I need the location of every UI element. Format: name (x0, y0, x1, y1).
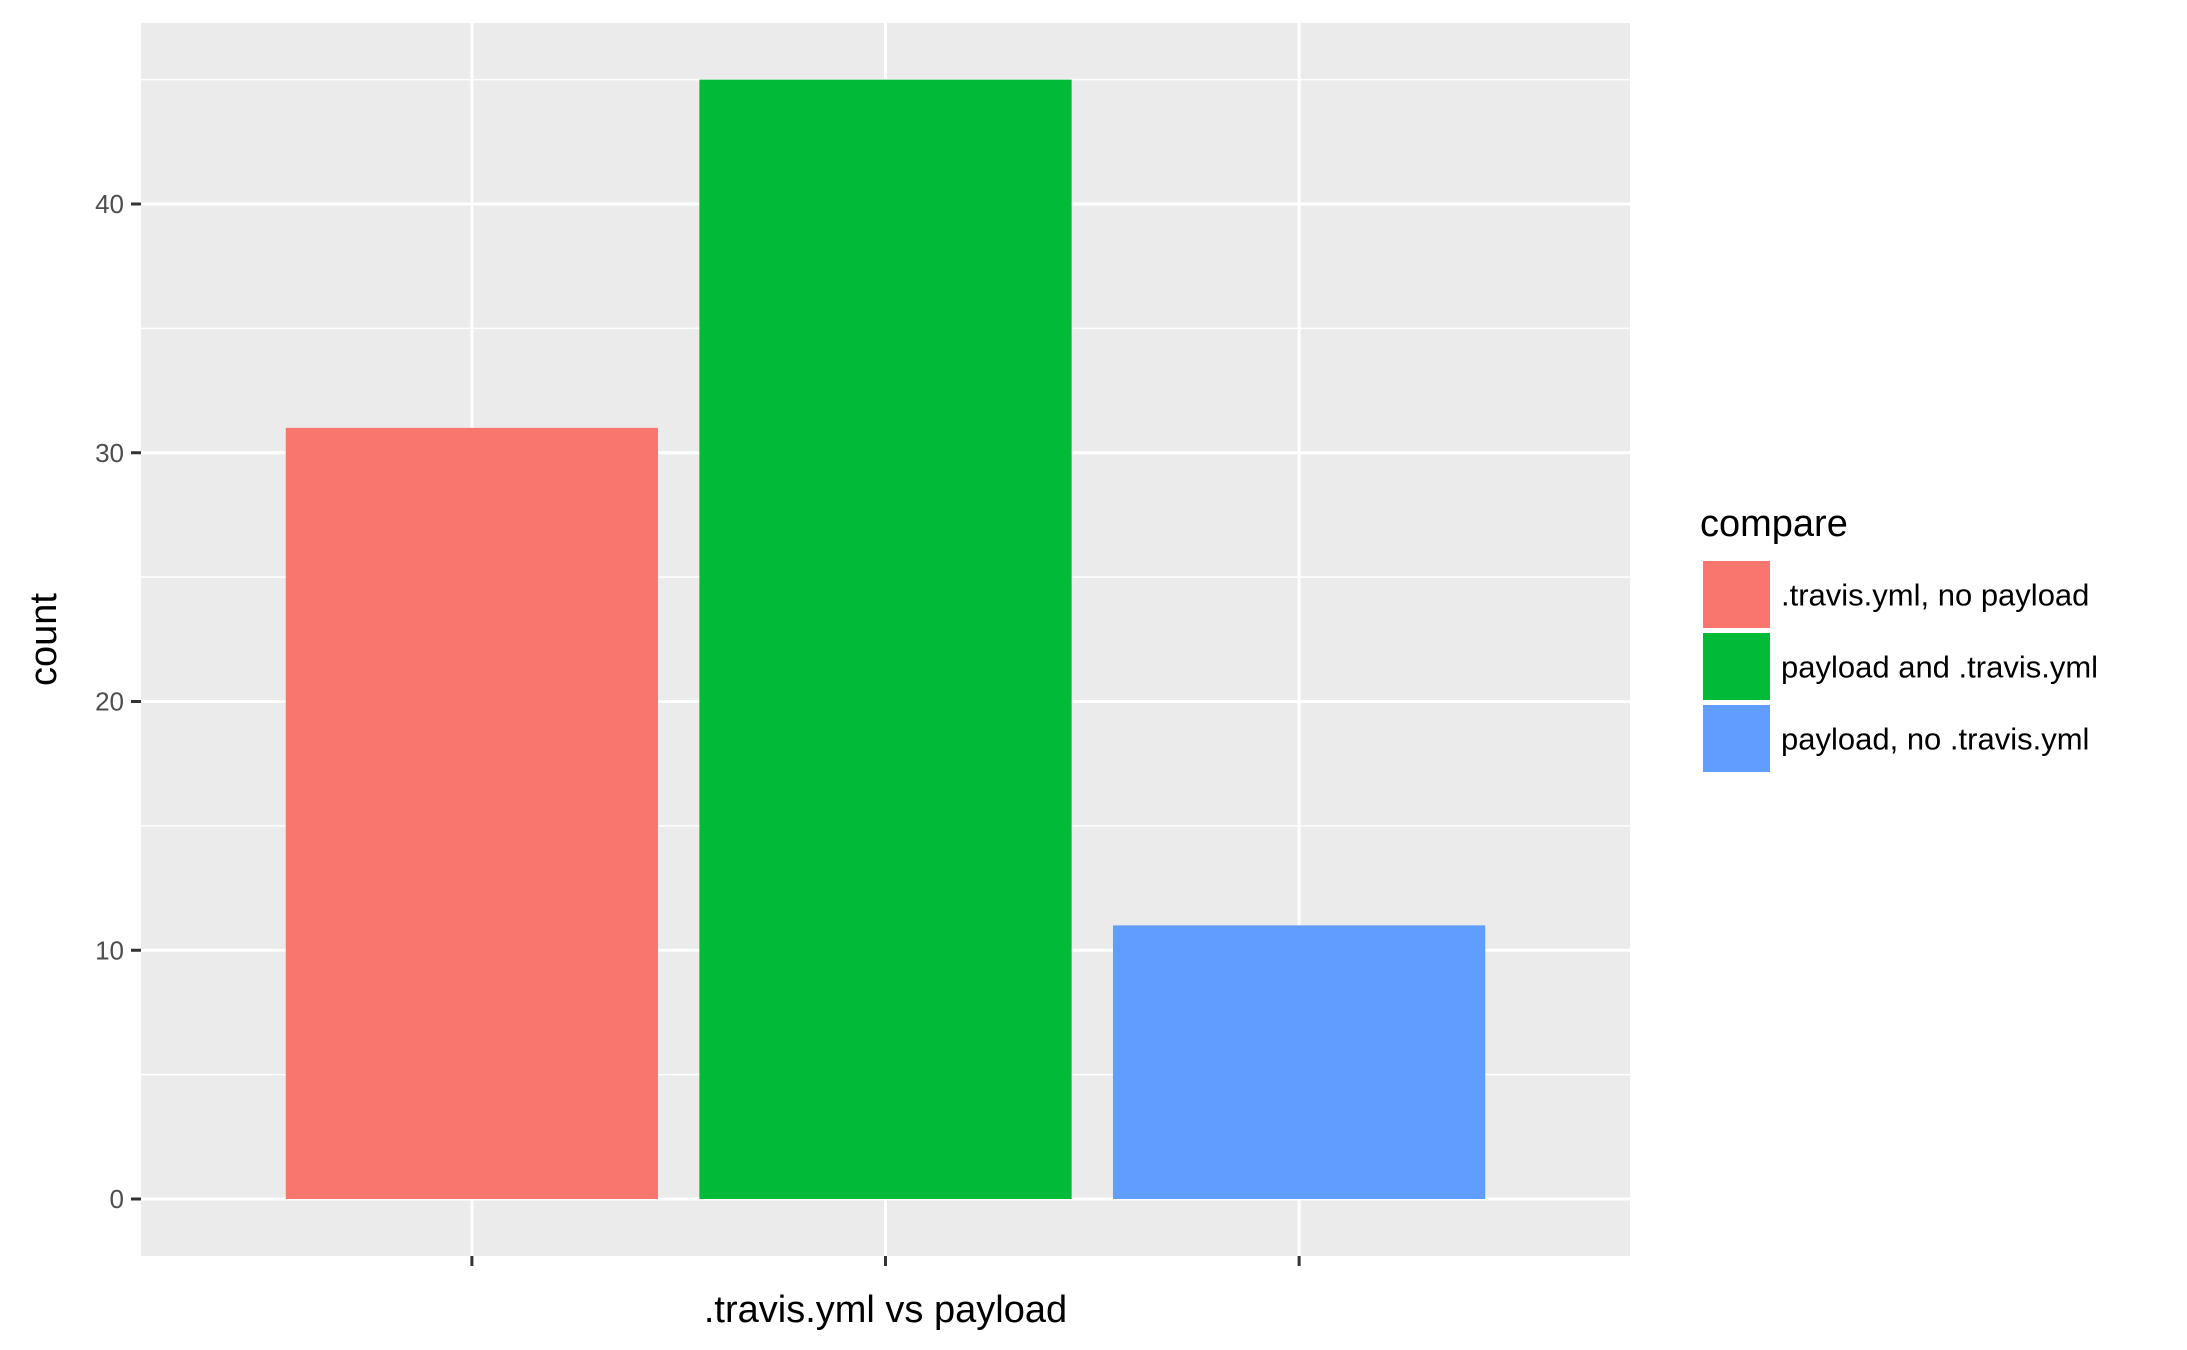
x-axis (470, 1256, 1301, 1266)
legend-key-2 (1701, 631, 1772, 702)
legend-key-1 (1701, 559, 1772, 630)
legend-key-3 (1701, 703, 1772, 774)
bar-3 (1112, 925, 1486, 1199)
y-tick-label: 40 (95, 189, 124, 219)
y-tick-label: 0 (110, 1184, 124, 1214)
y-axis-title: count (23, 593, 65, 686)
y-tick-label: 30 (95, 438, 124, 468)
legend-label-1: .travis.yml, no payload (1781, 578, 2089, 613)
bar-2 (699, 79, 1072, 1199)
y-tick-label: 20 (95, 687, 124, 717)
legend: compare .travis.yml, no payload payload a… (1700, 503, 2098, 774)
bars (285, 79, 1486, 1199)
y-tick-label: 10 (95, 935, 124, 965)
legend-label-2: payload and .travis.yml (1781, 650, 2098, 685)
bar-1 (285, 427, 659, 1199)
legend-items: .travis.yml, no payload payload and .trav… (1701, 559, 2098, 774)
legend-label-3: payload, no .travis.yml (1781, 722, 2089, 757)
x-axis-title: .travis.yml vs payload (704, 1289, 1067, 1331)
legend-title: compare (1700, 503, 1848, 545)
y-axis: 0 10 20 30 40 (95, 189, 141, 1214)
